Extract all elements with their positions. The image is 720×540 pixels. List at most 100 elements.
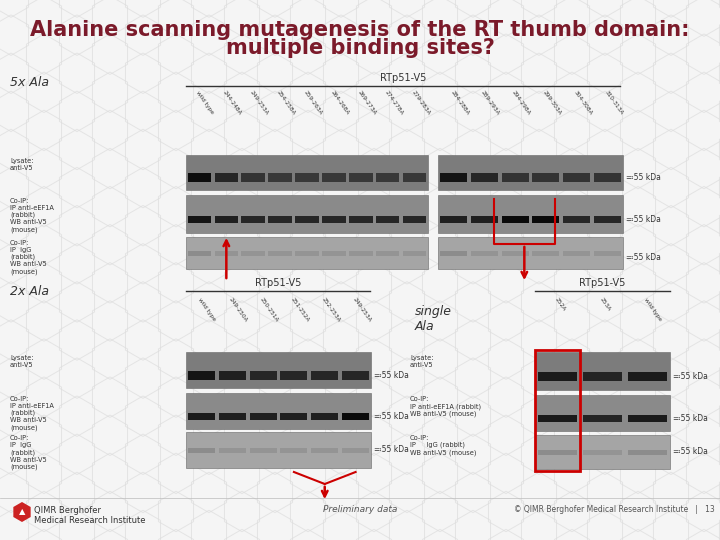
Text: 264-268A: 264-268A — [330, 90, 350, 116]
Bar — [342, 413, 369, 420]
Bar — [188, 216, 211, 223]
Bar — [502, 173, 528, 183]
Bar — [563, 216, 590, 223]
Bar — [502, 251, 528, 255]
Bar — [594, 251, 621, 255]
Bar — [438, 195, 623, 233]
Text: 253A: 253A — [598, 297, 611, 312]
Bar — [188, 448, 215, 453]
Bar — [311, 413, 338, 420]
Text: 250-251A: 250-251A — [259, 297, 279, 323]
Bar — [594, 216, 621, 223]
Bar — [440, 216, 467, 223]
Text: Lysate:
anti-V5: Lysate: anti-V5 — [410, 355, 433, 368]
Text: single
Ala: single Ala — [415, 305, 452, 333]
Text: wild type: wild type — [644, 297, 663, 322]
Bar — [440, 251, 467, 255]
Bar — [241, 251, 265, 255]
Text: 289-293A: 289-293A — [480, 90, 500, 116]
Bar — [219, 413, 246, 420]
Text: RTp51-V5: RTp51-V5 — [580, 278, 626, 288]
Text: ≕55 kDa: ≕55 kDa — [626, 253, 661, 262]
Text: wild type: wild type — [195, 90, 215, 115]
Bar — [219, 448, 246, 453]
Bar — [186, 155, 428, 190]
Bar — [532, 216, 559, 223]
Bar — [402, 216, 426, 223]
Bar — [186, 352, 371, 388]
Bar — [628, 415, 667, 422]
Bar — [628, 449, 667, 455]
Text: 254-258A: 254-258A — [276, 90, 297, 116]
Bar — [188, 371, 215, 380]
Text: 284-288A: 284-288A — [449, 90, 470, 116]
Bar — [295, 216, 319, 223]
Bar — [295, 251, 319, 255]
Bar — [535, 395, 670, 431]
Bar — [269, 173, 292, 183]
Text: 252-253A: 252-253A — [320, 297, 341, 323]
Bar — [535, 352, 670, 390]
Text: QIMR Berghofer
Medical Research Institute: QIMR Berghofer Medical Research Institut… — [34, 506, 145, 525]
Text: ≕55 kDa: ≕55 kDa — [626, 173, 661, 183]
Bar — [188, 173, 211, 183]
Bar — [376, 251, 400, 255]
Bar — [250, 371, 276, 380]
Text: 310-313A: 310-313A — [603, 90, 624, 116]
Text: 299-303A: 299-303A — [542, 90, 562, 116]
Text: Co-IP:
IP anti-eEF1A (rabbit)
WB anti-V5 (mouse): Co-IP: IP anti-eEF1A (rabbit) WB anti-V5… — [410, 396, 481, 417]
Text: 294-298A: 294-298A — [511, 90, 531, 116]
Text: Co-IP:
IP  IgG
(rabbit)
WB anti-V5
(mouse): Co-IP: IP IgG (rabbit) WB anti-V5 (mouse… — [10, 435, 47, 470]
Text: Co-IP:
IP     IgG (rabbit)
WB anti-V5 (mouse): Co-IP: IP IgG (rabbit) WB anti-V5 (mouse… — [410, 435, 477, 456]
Bar — [250, 413, 276, 420]
Text: 244-248A: 244-248A — [222, 90, 243, 116]
Text: 259-263A: 259-263A — [303, 90, 323, 116]
Text: ▲: ▲ — [19, 508, 25, 516]
Bar — [402, 173, 426, 183]
Bar — [349, 251, 373, 255]
Bar — [241, 216, 265, 223]
Text: Alanine scanning mutagenesis of the RT thumb domain:: Alanine scanning mutagenesis of the RT t… — [30, 20, 690, 40]
Text: Co-IP:
IP  IgG
(rabbit)
WB anti-V5
(mouse): Co-IP: IP IgG (rabbit) WB anti-V5 (mouse… — [10, 240, 47, 275]
Bar — [532, 173, 559, 183]
Bar — [471, 216, 498, 223]
Text: 269-273A: 269-273A — [356, 90, 377, 116]
Bar — [215, 251, 238, 255]
Bar — [535, 350, 580, 471]
Bar — [594, 173, 621, 183]
Bar — [215, 173, 238, 183]
Bar — [582, 372, 622, 381]
Text: ≕55 kDa: ≕55 kDa — [374, 412, 409, 421]
Bar — [280, 413, 307, 420]
Bar — [582, 449, 622, 455]
Text: 5x Ala: 5x Ala — [10, 76, 49, 89]
Text: RTp51-V5: RTp51-V5 — [255, 278, 301, 288]
Text: © QIMR Berghofer Medical Research Institute   |   13: © QIMR Berghofer Medical Research Instit… — [514, 505, 715, 515]
Bar — [502, 216, 528, 223]
Bar — [440, 173, 467, 183]
Bar — [322, 173, 346, 183]
Bar — [269, 216, 292, 223]
Text: RTp51-V5: RTp51-V5 — [380, 73, 426, 83]
Text: ≕55 kDa: ≕55 kDa — [626, 215, 661, 224]
Bar — [186, 393, 371, 429]
Text: Co-IP:
IP anti-eEF1A
(rabbit)
WB anti-V5
(mouse): Co-IP: IP anti-eEF1A (rabbit) WB anti-V5… — [10, 198, 54, 233]
Bar — [219, 371, 246, 380]
Bar — [215, 216, 238, 223]
Bar — [471, 251, 498, 255]
Bar — [241, 173, 265, 183]
Text: ≕55 kDa: ≕55 kDa — [673, 414, 708, 423]
Bar — [188, 413, 215, 420]
Text: 2x Ala: 2x Ala — [10, 285, 49, 298]
Bar — [538, 372, 577, 381]
Text: Lysate:
anti-V5: Lysate: anti-V5 — [10, 355, 34, 368]
Bar — [186, 237, 428, 269]
Text: Co-IP:
IP anti-eEF1A
(rabbit)
WB anti-V5
(mouse): Co-IP: IP anti-eEF1A (rabbit) WB anti-V5… — [10, 396, 54, 431]
Bar — [582, 415, 622, 422]
Bar — [563, 251, 590, 255]
Bar — [311, 371, 338, 380]
Bar — [438, 155, 623, 190]
Bar — [438, 237, 623, 269]
Text: 279-283A: 279-283A — [410, 90, 431, 116]
Text: wild type: wild type — [197, 297, 217, 322]
